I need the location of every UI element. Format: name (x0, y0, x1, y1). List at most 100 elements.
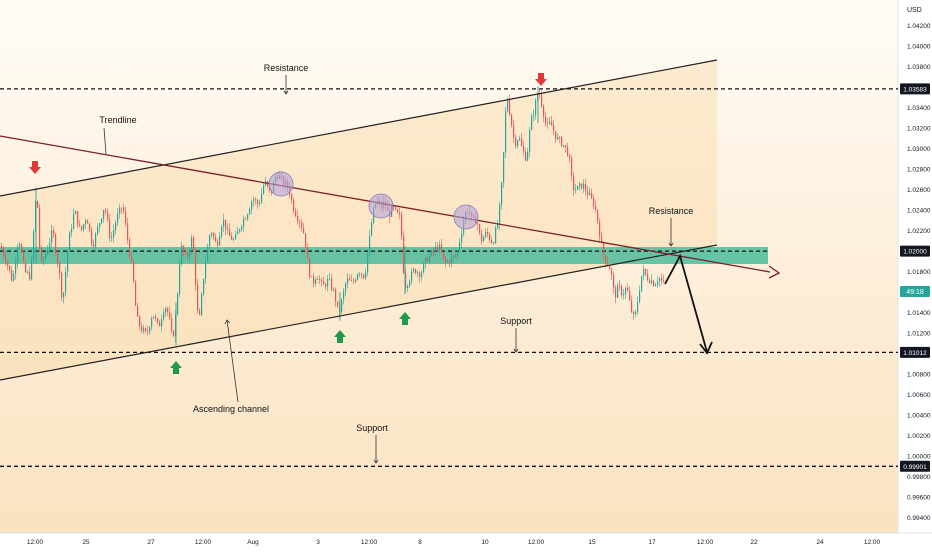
candle-body (341, 299, 343, 312)
candle-body (77, 211, 79, 225)
price-tick-label: 1.00600 (907, 392, 931, 399)
candle-body (205, 261, 207, 279)
candle-body (221, 226, 223, 237)
candle-body (399, 212, 401, 215)
candle-body (179, 264, 181, 294)
candle-body (609, 265, 611, 270)
candle-body (637, 301, 639, 312)
annotation-support-mid: Support (500, 316, 532, 326)
pointer-support-mid-head (513, 348, 519, 353)
resistance-support-zone[interactable] (0, 247, 768, 264)
channel-upper-line[interactable] (0, 59, 718, 197)
candle-body (197, 284, 199, 311)
candle-body (421, 272, 423, 278)
candle-body (559, 137, 561, 138)
annotation-trendline: Trendline (99, 115, 136, 125)
price-level-badge (900, 245, 930, 257)
candle-body (295, 210, 297, 216)
candle-body (653, 280, 655, 287)
candle-body (111, 237, 113, 238)
candles (1, 86, 665, 346)
candle-body (581, 183, 583, 189)
candle-body (87, 220, 89, 224)
candle-body (461, 233, 463, 243)
candle-body (139, 316, 141, 327)
candle-body (535, 100, 537, 115)
touch-circle-3 (453, 204, 479, 230)
candle-body (449, 260, 451, 263)
candle-body (109, 219, 111, 238)
candle-body (491, 240, 493, 244)
pointer-resistance-right-head (668, 242, 674, 247)
candle-body (457, 249, 459, 256)
price-level-label: 0.99901 (903, 464, 927, 471)
candle-body (99, 223, 101, 228)
candle-body (437, 246, 439, 250)
candle-body (155, 316, 157, 319)
candle-body (569, 155, 571, 159)
candle-body (481, 233, 483, 242)
price-tick-label: 1.03000 (907, 146, 931, 153)
candle-body (417, 272, 419, 274)
candle-body (567, 147, 569, 156)
price-tick-label: 0.99400 (907, 515, 931, 522)
candle-body (539, 94, 541, 95)
candle-body (347, 278, 349, 284)
candle-body (103, 210, 105, 219)
time-tick-label: 22 (750, 539, 758, 546)
candle-body (327, 278, 329, 287)
candle-body (643, 268, 645, 276)
candle-body (83, 224, 85, 230)
candle-body (483, 236, 485, 242)
green-up-arrow-3 (399, 312, 411, 325)
candle-body (31, 258, 33, 280)
candle-body (489, 234, 491, 240)
candle-body (79, 224, 81, 227)
candle-body (647, 274, 649, 281)
candle-body (495, 227, 497, 244)
candle-body (661, 278, 663, 281)
candle-body (81, 226, 83, 230)
candle-body (215, 236, 217, 242)
candle-body (591, 193, 593, 198)
candle-body (259, 203, 261, 205)
candle-body (453, 255, 455, 257)
candle-body (181, 245, 183, 265)
candle-body (177, 294, 179, 315)
candle-body (579, 183, 581, 186)
candle-body (115, 222, 117, 230)
candle-body (207, 246, 209, 262)
candle-body (369, 235, 371, 254)
candle-body (611, 269, 613, 275)
touch-circle-2 (368, 193, 394, 219)
candle-body (291, 194, 293, 200)
candle-body (443, 252, 445, 259)
candle-body (237, 231, 239, 235)
candle-body (97, 227, 99, 234)
candle-body (235, 234, 237, 239)
candle-body (629, 290, 631, 301)
candle-body (127, 223, 129, 240)
channel-lower-line[interactable] (0, 244, 718, 381)
candle-body (503, 152, 505, 183)
candle-body (645, 268, 647, 275)
candle-body (51, 230, 53, 243)
candle-body (201, 294, 203, 315)
candle-body (71, 228, 73, 233)
candle-body (445, 258, 447, 263)
candle-body (459, 242, 461, 250)
candle-body (451, 256, 453, 263)
candle-body (173, 331, 175, 337)
price-tick-label: 1.02800 (907, 167, 931, 174)
candle-body (293, 199, 295, 211)
time-tick-label: 10 (481, 539, 489, 546)
candle-body (297, 216, 299, 222)
candle-body (521, 138, 523, 146)
candle-body (41, 247, 43, 261)
price-level-label: 1.01012 (903, 350, 927, 357)
candle-body (117, 213, 119, 223)
candle-body (393, 205, 395, 208)
candle-body (565, 145, 567, 147)
candle-body (209, 235, 211, 247)
